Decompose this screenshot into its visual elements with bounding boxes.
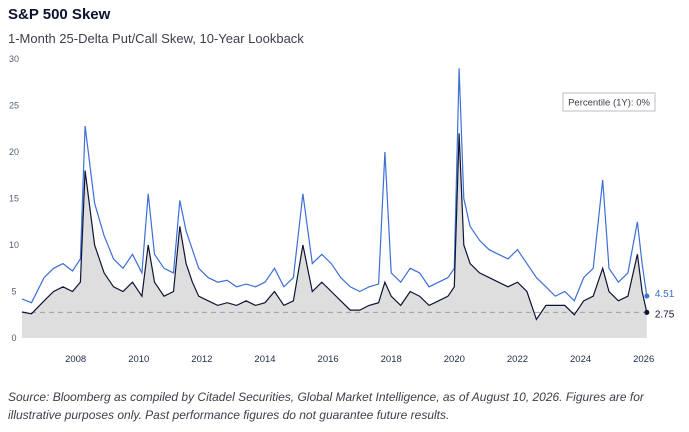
source-note: Source: Bloomberg as compiled by Citadel… xyxy=(8,390,644,422)
x-tick-label: 2018 xyxy=(381,354,402,365)
x-tick-label: 2014 xyxy=(254,354,275,365)
x-tick-label: 2012 xyxy=(191,354,212,365)
skew-chart: 0 5 10 15 20 25 30 2008 2010 2012 2014 2016 2018 202… xyxy=(9,54,675,365)
series-line-blue xyxy=(21,68,648,304)
y-tick-label: 0 xyxy=(11,333,16,343)
end-marker-navy xyxy=(644,309,650,315)
chart-subtitle: 1-Month 25-Delta Put/Call Skew, 10-Year … xyxy=(8,31,304,46)
y-tick-label: 25 xyxy=(9,101,19,111)
y-tick-label: 15 xyxy=(9,194,19,204)
percentile-annotation-box xyxy=(562,92,656,112)
end-label-navy: 2.75 xyxy=(655,309,675,320)
chart-title: S&P 500 Skew xyxy=(8,6,111,23)
y-axis: 0 5 10 15 20 25 30 xyxy=(9,54,19,343)
x-tick-label: 2008 xyxy=(65,354,86,365)
x-tick-label: 2020 xyxy=(444,354,465,365)
x-tick-label: 2024 xyxy=(570,354,591,365)
x-tick-label: 2010 xyxy=(128,354,149,365)
x-tick-label: 2016 xyxy=(318,354,339,365)
x-tick-label: 2022 xyxy=(507,354,528,365)
x-tick-label: 2026 xyxy=(633,354,654,365)
y-tick-label: 10 xyxy=(9,240,19,250)
skew-area-fill xyxy=(22,133,647,338)
end-marker-blue xyxy=(644,293,650,299)
x-axis: 2008 2010 2012 2014 2016 2018 2020 2022 2024 2026 xyxy=(65,354,654,365)
y-tick-label: 20 xyxy=(9,147,19,157)
series-line-navy xyxy=(21,133,648,321)
y-tick-label: 30 xyxy=(9,54,19,64)
y-tick-label: 5 xyxy=(11,287,16,297)
percentile-annotation: Percentile (1Y): 0% xyxy=(568,98,650,109)
end-label-blue: 4.51 xyxy=(655,289,675,300)
